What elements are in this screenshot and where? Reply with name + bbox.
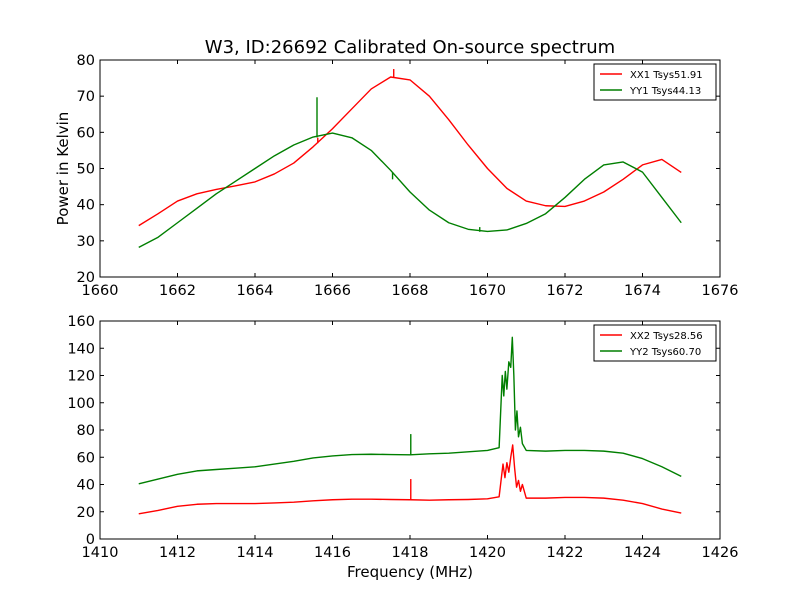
y-tick-label: 80 — [77, 423, 95, 439]
x-tick-label: 1410 — [82, 545, 119, 561]
x-tick-label: 1422 — [547, 545, 584, 561]
x-axis-title: Frequency (MHz) — [347, 563, 473, 581]
x-tick-label: 1416 — [314, 545, 351, 561]
y-tick-label: 20 — [77, 505, 95, 521]
y-tick-label: 60 — [77, 125, 95, 141]
x-tick-label: 1412 — [159, 545, 196, 561]
y-tick-label: 100 — [67, 396, 95, 412]
x-tick-label: 1674 — [624, 283, 661, 299]
x-tick-label: 1660 — [82, 283, 119, 299]
x-tick-label: 1672 — [547, 283, 584, 299]
legend-box — [593, 63, 717, 101]
y-tick-label: 50 — [77, 162, 95, 178]
x-tick-label: 1414 — [237, 545, 274, 561]
legend: XX2 Tsys28.56 YY2 Tsys60.70 — [593, 324, 717, 362]
legend-entry: XX2 Tsys28.56 — [630, 331, 703, 342]
top-panel: 1660 1662 1664 1666 1668 1670 1672 1674 1676 20 30… — [54, 53, 738, 299]
x-tick-label: 1676 — [702, 283, 739, 299]
series-line-xx — [138, 444, 682, 515]
y-tick-label: 20 — [77, 270, 95, 286]
legend-box — [593, 324, 717, 362]
x-tick-label: 1664 — [237, 283, 274, 299]
x-tick-label: 1426 — [702, 545, 739, 561]
legend-entry: YY2 Tsys60.70 — [629, 347, 701, 358]
y-tick-label: 80 — [77, 53, 95, 69]
bottom-panel: 1410 1412 1414 1416 1418 1420 1422 1424 1426 0 20 4… — [67, 314, 738, 581]
y-tick-label: 120 — [67, 369, 95, 385]
y-tick-label: 30 — [77, 234, 95, 250]
x-tick-label: 1420 — [469, 545, 506, 561]
y-axis-title: Power in Kelvin — [54, 112, 72, 226]
y-tick-label: 40 — [77, 478, 95, 494]
x-tick-label: 1670 — [469, 283, 506, 299]
legend-entry: XX1 Tsys51.91 — [630, 70, 703, 81]
series-line-yy — [138, 132, 682, 248]
x-tick-label: 1666 — [314, 283, 351, 299]
y-tick-label: 0 — [86, 532, 95, 548]
x-tick-label: 1668 — [392, 283, 429, 299]
figure-title: W3, ID:26692 Calibrated On-source spectr… — [205, 37, 615, 58]
x-tick-label: 1662 — [159, 283, 196, 299]
y-tick-label: 40 — [77, 198, 95, 214]
y-tick-label: 140 — [67, 341, 95, 357]
x-tick-label: 1424 — [624, 545, 661, 561]
y-tick-label: 60 — [77, 450, 95, 466]
legend-entry: YY1 Tsys44.13 — [629, 86, 701, 97]
series-line-yy — [138, 336, 682, 485]
legend: XX1 Tsys51.91 YY1 Tsys44.13 — [593, 63, 717, 101]
y-tick-label: 70 — [77, 89, 95, 105]
series-line-xx — [138, 76, 682, 227]
y-tick-label: 160 — [67, 314, 95, 330]
x-tick-label: 1418 — [392, 545, 429, 561]
